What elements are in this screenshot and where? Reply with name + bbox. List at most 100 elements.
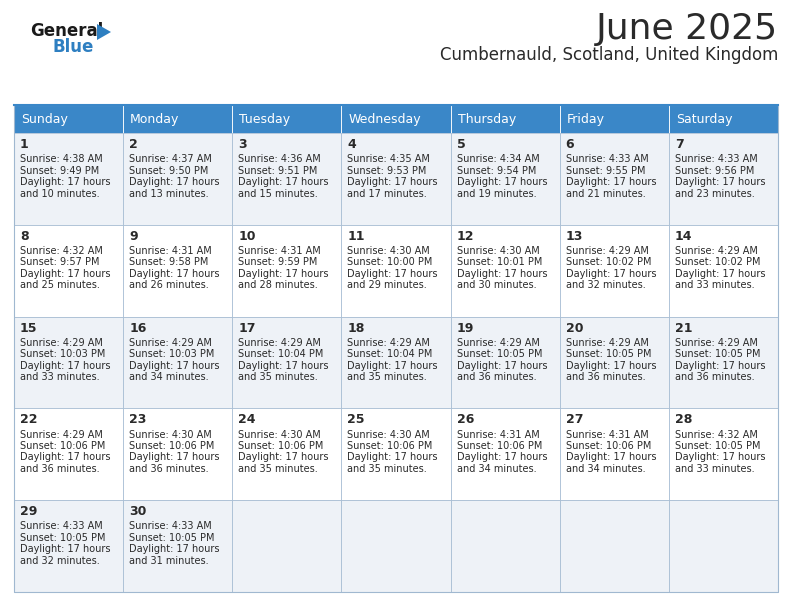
Bar [14,105,123,133]
Text: Sunrise: 4:32 AM: Sunrise: 4:32 AM [675,430,758,439]
Text: and 25 minutes.: and 25 minutes. [20,280,100,291]
Text: Daylight: 17 hours: Daylight: 17 hours [129,360,219,371]
Text: 7: 7 [675,138,683,151]
Text: Daylight: 17 hours: Daylight: 17 hours [675,269,765,279]
Bar [669,408,778,500]
Text: and 36 minutes.: and 36 minutes. [456,372,536,382]
Text: Sunset: 10:03 PM: Sunset: 10:03 PM [20,349,105,359]
Text: and 10 minutes.: and 10 minutes. [20,188,100,199]
Text: Thursday: Thursday [458,113,516,125]
Text: Daylight: 17 hours: Daylight: 17 hours [456,452,547,463]
Bar [232,408,341,500]
Text: Saturday: Saturday [676,113,733,125]
Text: 3: 3 [238,138,247,151]
Text: and 36 minutes.: and 36 minutes. [565,372,645,382]
Text: Sunset: 10:03 PM: Sunset: 10:03 PM [129,349,215,359]
Text: 24: 24 [238,413,256,427]
Text: Sunrise: 4:29 AM: Sunrise: 4:29 AM [565,338,649,348]
Text: Sunset: 10:05 PM: Sunset: 10:05 PM [675,349,760,359]
Text: and 28 minutes.: and 28 minutes. [238,280,318,291]
Text: Sunset: 9:58 PM: Sunset: 9:58 PM [129,258,208,267]
Bar [123,408,232,500]
Bar [232,316,341,408]
Text: Sunrise: 4:36 AM: Sunrise: 4:36 AM [238,154,321,164]
Bar [341,225,451,316]
Text: Daylight: 17 hours: Daylight: 17 hours [348,177,438,187]
Text: and 35 minutes.: and 35 minutes. [348,372,427,382]
Text: and 33 minutes.: and 33 minutes. [675,464,755,474]
Bar [123,105,232,133]
Bar [14,133,123,225]
Text: and 29 minutes.: and 29 minutes. [348,280,427,291]
Text: Sunset: 10:04 PM: Sunset: 10:04 PM [348,349,432,359]
Polygon shape [97,24,111,40]
Text: Sunset: 10:06 PM: Sunset: 10:06 PM [565,441,651,451]
Bar [14,408,123,500]
Text: Sunrise: 4:30 AM: Sunrise: 4:30 AM [348,430,430,439]
Bar [451,316,560,408]
Text: Daylight: 17 hours: Daylight: 17 hours [456,360,547,371]
Text: Sunset: 9:57 PM: Sunset: 9:57 PM [20,258,100,267]
Text: 9: 9 [129,230,138,243]
Text: Sunset: 10:05 PM: Sunset: 10:05 PM [675,441,760,451]
Text: and 33 minutes.: and 33 minutes. [20,372,100,382]
Text: 26: 26 [456,413,474,427]
Text: Daylight: 17 hours: Daylight: 17 hours [675,452,765,463]
Text: Daylight: 17 hours: Daylight: 17 hours [238,269,329,279]
Text: Sunset: 10:04 PM: Sunset: 10:04 PM [238,349,324,359]
Text: Sunset: 10:06 PM: Sunset: 10:06 PM [238,441,324,451]
Text: Sunset: 10:05 PM: Sunset: 10:05 PM [20,533,105,543]
Bar [669,500,778,592]
Text: Sunrise: 4:31 AM: Sunrise: 4:31 AM [456,430,539,439]
Text: 4: 4 [348,138,356,151]
Text: Sunset: 10:01 PM: Sunset: 10:01 PM [456,258,542,267]
Text: Sunrise: 4:33 AM: Sunrise: 4:33 AM [20,521,103,531]
Bar [123,500,232,592]
Bar [232,105,341,133]
Text: Daylight: 17 hours: Daylight: 17 hours [129,269,219,279]
Bar [341,408,451,500]
Bar [341,500,451,592]
Text: 13: 13 [565,230,583,243]
Text: Sunrise: 4:33 AM: Sunrise: 4:33 AM [129,521,212,531]
Text: and 13 minutes.: and 13 minutes. [129,188,209,199]
Text: Sunset: 10:02 PM: Sunset: 10:02 PM [675,258,760,267]
Text: 11: 11 [348,230,365,243]
Text: Sunset: 9:59 PM: Sunset: 9:59 PM [238,258,318,267]
Text: Daylight: 17 hours: Daylight: 17 hours [348,452,438,463]
Text: Sunrise: 4:30 AM: Sunrise: 4:30 AM [348,246,430,256]
Text: 2: 2 [129,138,138,151]
Text: 12: 12 [456,230,474,243]
Text: and 34 minutes.: and 34 minutes. [565,464,645,474]
Text: and 21 minutes.: and 21 minutes. [565,188,645,199]
Text: Sunset: 10:05 PM: Sunset: 10:05 PM [129,533,215,543]
Text: Sunrise: 4:32 AM: Sunrise: 4:32 AM [20,246,103,256]
Text: Daylight: 17 hours: Daylight: 17 hours [238,177,329,187]
Text: 10: 10 [238,230,256,243]
Text: and 30 minutes.: and 30 minutes. [456,280,536,291]
Text: Sunset: 10:06 PM: Sunset: 10:06 PM [129,441,215,451]
Bar [123,225,232,316]
Text: Sunrise: 4:29 AM: Sunrise: 4:29 AM [565,246,649,256]
Text: Friday: Friday [567,113,605,125]
Text: 6: 6 [565,138,574,151]
Text: and 33 minutes.: and 33 minutes. [675,280,755,291]
Bar [232,133,341,225]
Text: Sunrise: 4:33 AM: Sunrise: 4:33 AM [675,154,758,164]
Text: 28: 28 [675,413,692,427]
Text: and 35 minutes.: and 35 minutes. [348,464,427,474]
Text: Blue: Blue [52,38,93,56]
Text: Sunset: 10:05 PM: Sunset: 10:05 PM [456,349,542,359]
Text: Daylight: 17 hours: Daylight: 17 hours [565,360,657,371]
Bar [451,500,560,592]
Text: Daylight: 17 hours: Daylight: 17 hours [129,177,219,187]
Text: Cumbernauld, Scotland, United Kingdom: Cumbernauld, Scotland, United Kingdom [440,46,778,64]
Text: and 26 minutes.: and 26 minutes. [129,280,209,291]
Bar [451,225,560,316]
Text: Daylight: 17 hours: Daylight: 17 hours [129,452,219,463]
Text: Daylight: 17 hours: Daylight: 17 hours [20,544,111,554]
Text: 18: 18 [348,321,365,335]
Text: Sunset: 9:56 PM: Sunset: 9:56 PM [675,166,754,176]
Text: Sunrise: 4:29 AM: Sunrise: 4:29 AM [348,338,430,348]
Text: 15: 15 [20,321,37,335]
